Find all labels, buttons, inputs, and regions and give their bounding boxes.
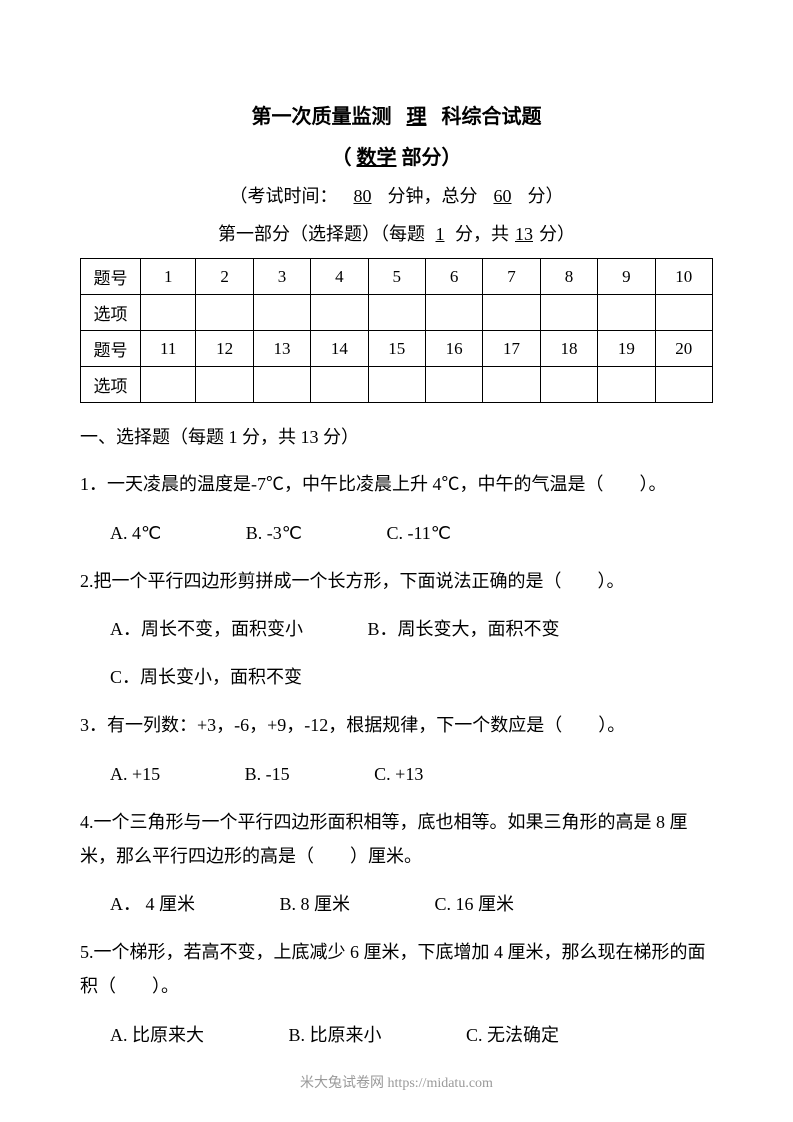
option-a: A. +15 — [110, 757, 160, 791]
question-1-options: A. 4℃ B. -3℃ C. -11℃ — [80, 516, 713, 550]
part1-prefix: 第一部分（选择题）（每题 — [218, 224, 425, 244]
table-cell: 18 — [540, 331, 597, 367]
table-cell — [141, 295, 196, 331]
question-4-options: A． 4 厘米 B. 8 厘米 C. 16 厘米 — [80, 887, 713, 921]
table-cell — [655, 295, 712, 331]
table-cell — [540, 367, 597, 403]
subtitle-line: （ 数学 部分） — [80, 141, 713, 170]
title-prefix: 第一次质量监测 — [252, 106, 392, 128]
subtitle-prefix: （ — [332, 147, 352, 169]
table-cell — [196, 367, 253, 403]
option-c: C. +13 — [374, 757, 423, 791]
option-a: A． 4 厘米 — [110, 887, 195, 921]
table-cell: 20 — [655, 331, 712, 367]
table-cell: 11 — [141, 331, 196, 367]
table-row: 题号 11 12 13 14 15 16 17 18 19 20 — [81, 331, 713, 367]
option-a: A. 4℃ — [110, 516, 161, 550]
table-row: 题号 1 2 3 4 5 6 7 8 9 10 — [81, 259, 713, 295]
exam-info-suffix: 分） — [528, 186, 564, 206]
row-label: 题号 — [81, 331, 141, 367]
option-a: A．周长不变，面积变小 — [110, 612, 303, 646]
option-b: B. 比原来小 — [289, 1018, 382, 1052]
table-cell: 16 — [425, 331, 482, 367]
table-cell — [368, 295, 425, 331]
option-b: B．周长变大，面积不变 — [368, 612, 560, 646]
table-cell — [311, 367, 368, 403]
table-row: 选项 — [81, 295, 713, 331]
exam-info-line: （考试时间： 80 分钟，总分 60 分） — [80, 182, 713, 208]
table-cell: 3 — [253, 259, 310, 295]
part1-mid: 分，共 — [455, 224, 509, 244]
question-1: 1．一天凌晨的温度是-7℃，中午比凌晨上升 4℃，中午的气温是（ ）。 — [80, 467, 713, 501]
title-suffix: 科综合试题 — [442, 106, 542, 128]
question-3-options: A. +15 B. -15 C. +13 — [80, 757, 713, 791]
table-cell — [311, 295, 368, 331]
table-cell — [598, 367, 655, 403]
option-c: C. -11℃ — [386, 516, 451, 550]
table-cell: 19 — [598, 331, 655, 367]
exam-info-mid: 分钟，总分 — [388, 186, 478, 206]
row-label: 题号 — [81, 259, 141, 295]
option-b: B. -3℃ — [246, 516, 302, 550]
option-c: C．周长变小，面积不变 — [110, 660, 302, 694]
table-cell — [253, 367, 310, 403]
question-5-options: A. 比原来大 B. 比原来小 C. 无法确定 — [80, 1018, 713, 1052]
table-cell: 17 — [483, 331, 540, 367]
table-cell: 6 — [425, 259, 482, 295]
question-3: 3．有一列数：+3，-6，+9，-12，根据规律，下一个数应是（ ）。 — [80, 708, 713, 742]
option-c: C. 无法确定 — [466, 1018, 559, 1052]
subtitle-suffix: 部分） — [402, 147, 462, 169]
table-cell — [425, 295, 482, 331]
question-4: 4.一个三角形与一个平行四边形面积相等，底也相等。如果三角形的高是 8 厘米，那… — [80, 805, 713, 873]
table-cell — [483, 295, 540, 331]
table-cell — [253, 295, 310, 331]
option-a: A. 比原来大 — [110, 1018, 204, 1052]
answer-table: 题号 1 2 3 4 5 6 7 8 9 10 选项 题号 11 12 13 1… — [80, 258, 713, 403]
option-b: B. -15 — [245, 757, 290, 791]
table-cell — [540, 295, 597, 331]
table-cell: 1 — [141, 259, 196, 295]
part1-line: 第一部分（选择题）（每题 1 分，共 13 分） — [80, 220, 713, 246]
table-cell: 2 — [196, 259, 253, 295]
question-2-options-2: C．周长变小，面积不变 — [80, 660, 713, 694]
table-cell: 14 — [311, 331, 368, 367]
exam-score: 60 — [478, 186, 528, 207]
table-cell: 9 — [598, 259, 655, 295]
table-cell — [141, 367, 196, 403]
question-2-options: A．周长不变，面积变小 B．周长变大，面积不变 — [80, 612, 713, 646]
option-c: C. 16 厘米 — [435, 887, 515, 921]
table-cell: 7 — [483, 259, 540, 295]
question-2: 2.把一个平行四边形剪拼成一个长方形，下面说法正确的是（ ）。 — [80, 564, 713, 598]
table-cell: 5 — [368, 259, 425, 295]
table-cell: 15 — [368, 331, 425, 367]
part1-score: 1 — [425, 224, 455, 245]
footer-text: 米大兔试卷网 https://midatu.com — [0, 1072, 793, 1092]
table-cell — [598, 295, 655, 331]
row-label: 选项 — [81, 295, 141, 331]
table-cell: 12 — [196, 331, 253, 367]
table-cell — [196, 295, 253, 331]
table-row: 选项 — [81, 367, 713, 403]
exam-info-prefix: （考试时间： — [230, 186, 338, 206]
table-cell — [655, 367, 712, 403]
question-5: 5.一个梯形，若高不变，上底减少 6 厘米，下底增加 4 厘米，那么现在梯形的面… — [80, 935, 713, 1003]
part1-suffix: 分） — [539, 224, 575, 244]
table-cell: 4 — [311, 259, 368, 295]
title-line: 第一次质量监测 理 科综合试题 — [80, 100, 713, 129]
row-label: 选项 — [81, 367, 141, 403]
option-b: B. 8 厘米 — [280, 887, 351, 921]
table-cell: 8 — [540, 259, 597, 295]
exam-time: 80 — [338, 186, 388, 207]
subtitle-blank: 数学 — [352, 141, 402, 170]
table-cell: 10 — [655, 259, 712, 295]
table-cell — [368, 367, 425, 403]
table-cell — [425, 367, 482, 403]
part1-total: 13 — [509, 224, 539, 245]
section-title: 一、选择题（每题 1 分，共 13 分） — [80, 421, 713, 453]
table-cell: 13 — [253, 331, 310, 367]
title-blank1: 理 — [392, 100, 442, 129]
table-cell — [483, 367, 540, 403]
